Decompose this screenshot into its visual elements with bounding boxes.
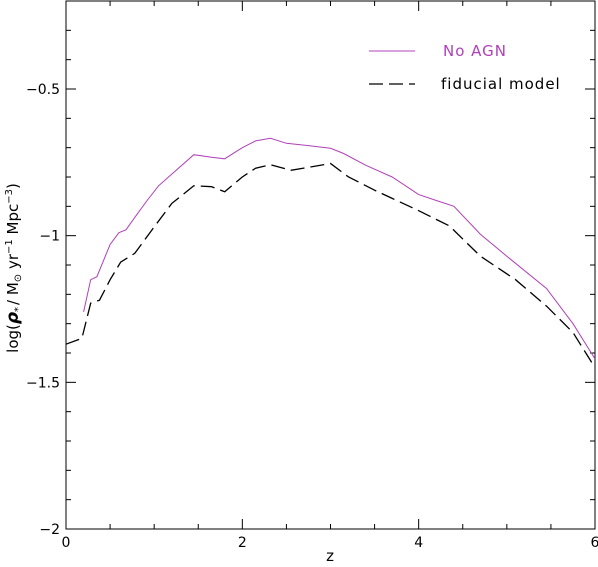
y-label-yr: yr — [4, 253, 22, 274]
y-tick-label: −1 — [39, 229, 60, 245]
y-tick-label: −1.5 — [26, 375, 60, 391]
y-label-yr-exp: −1 — [4, 239, 15, 254]
y-tick-label: −2 — [39, 522, 60, 538]
y-axis-label: log(ρ* / M⊙ yr−1 Mpc−3) — [3, 183, 24, 353]
x-ticks: 0 2 4 6 — [62, 1, 598, 551]
y-label-mpc-exp: −3 — [4, 189, 15, 204]
x-tick-label: 0 — [62, 535, 71, 551]
legend-label-no-agn: No AGN — [443, 42, 507, 60]
x-axis-label: z — [326, 547, 334, 565]
y-ticks: −2 −1.5 −1 −0.5 — [26, 0, 595, 538]
y-label-star: * — [13, 307, 24, 312]
y-label-suffix: ) — [4, 183, 22, 189]
y-label-sun: ⊙ — [13, 274, 24, 282]
y-label-mpc: Mpc — [4, 204, 22, 239]
x-tick-label: 6 — [591, 535, 598, 551]
x-tick-label: 2 — [238, 535, 247, 551]
series-layer — [65, 137, 596, 369]
y-label-rho: ρ — [3, 312, 23, 324]
legend-label-fiducial: fiducial model — [441, 75, 561, 93]
legend: No AGN fiducial model — [369, 42, 561, 93]
series-line-fiducial-model — [65, 162, 596, 369]
y-label-mid: / M — [4, 282, 22, 305]
x-tick-label: 4 — [414, 535, 423, 551]
series-line-no-agn — [83, 137, 596, 360]
y-label-prefix: log( — [4, 324, 22, 353]
y-tick-label: −0.5 — [26, 82, 60, 98]
